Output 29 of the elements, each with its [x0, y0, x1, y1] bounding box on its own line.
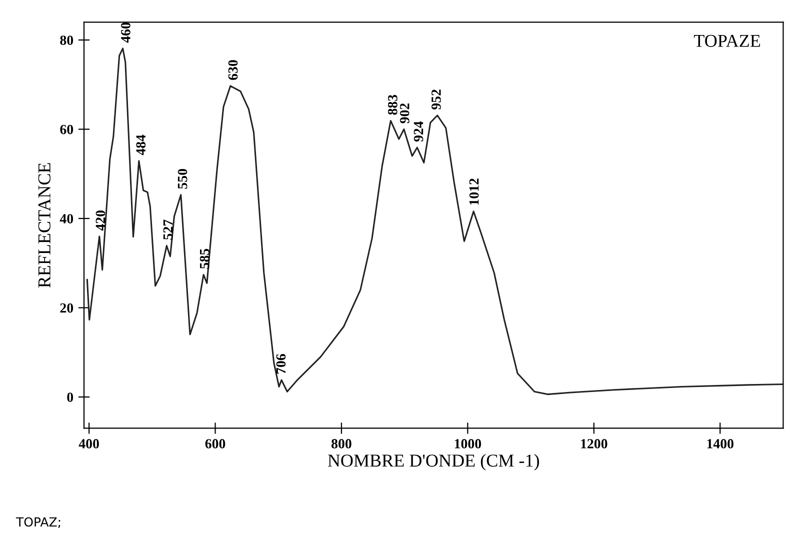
text: TOPAZE: [694, 34, 760, 47]
annotation: 706: [276, 354, 286, 374]
x-axis-title: NOMBRE D'ONDE (CM -1): [328, 454, 539, 470]
annotation: 460: [121, 22, 130, 43]
annotation: 585: [200, 248, 210, 269]
y-tick-label: 40: [60, 214, 74, 224]
line-series: [86, 48, 784, 396]
annotation: 952: [432, 90, 441, 110]
annotation: 420: [96, 210, 106, 231]
x-tick-label: 800: [332, 439, 352, 448]
x-tick-label: 1200: [581, 439, 608, 448]
annotation: 924: [414, 121, 424, 142]
annotation: 1012: [469, 178, 479, 205]
annotation: 630: [228, 60, 238, 80]
y-tick-label: 60: [60, 124, 74, 134]
annotation: 902: [400, 103, 410, 124]
annotation: 550: [178, 168, 188, 189]
x-tick-label: 400: [78, 439, 99, 448]
annotation: 484: [136, 134, 146, 156]
annotation: 883: [388, 94, 398, 115]
y-tick-label: 80: [60, 36, 74, 45]
x-tick-label: 1400: [707, 439, 734, 448]
x-tick-label: 1000: [454, 439, 482, 448]
y-axis-title: REFLECTANCE: [38, 163, 50, 288]
text: TOPAZ;: [16, 517, 60, 528]
annotation: 527: [163, 220, 173, 240]
y-tick-label: 0: [67, 392, 74, 402]
y-tick-label: 20: [60, 303, 74, 313]
x-tick-label: 600: [205, 439, 226, 448]
